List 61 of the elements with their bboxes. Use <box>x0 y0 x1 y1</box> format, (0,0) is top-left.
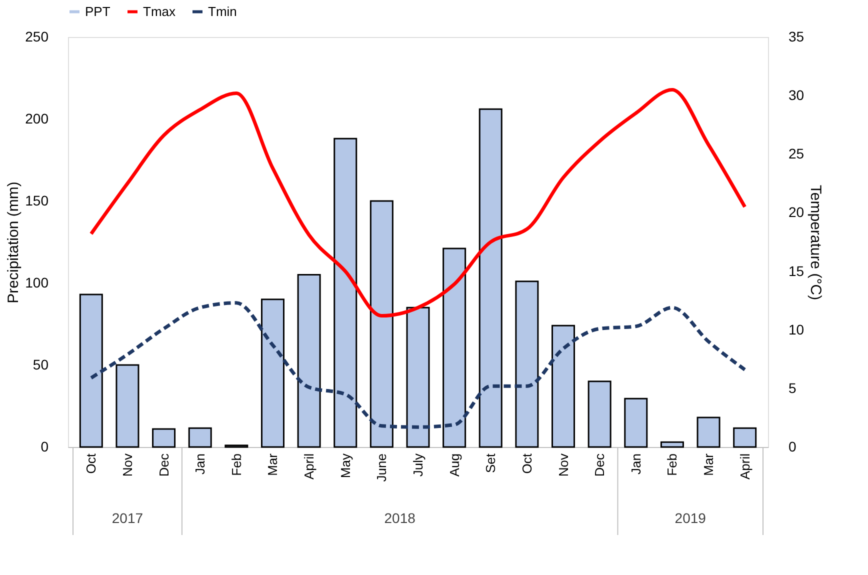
bar <box>260 298 284 448</box>
text: 2018 <box>384 510 416 526</box>
y2-axis-title: Temperature (°C) <box>807 184 824 300</box>
line-series <box>89 301 747 429</box>
y2-tick-label: 15 <box>788 262 804 279</box>
text: 2019 <box>674 510 706 526</box>
bar <box>624 398 648 448</box>
text: 2017 <box>112 510 144 526</box>
x-tick-label: Feb <box>228 454 244 476</box>
x-tick-label: July <box>410 453 426 477</box>
x-tick-label: Dec <box>156 453 172 477</box>
bar <box>588 380 612 448</box>
x-tick-label: Oct <box>84 453 99 474</box>
x-tick-label: Nov <box>120 453 135 477</box>
y-tick-label: 50 <box>32 356 49 372</box>
y2-tick-label: 20 <box>788 204 804 220</box>
bar <box>478 108 502 448</box>
y2-tick-label: 30 <box>788 87 804 104</box>
x-tick-label: Set <box>483 453 498 474</box>
bar <box>406 306 430 448</box>
y2-tick-label: 25 <box>788 146 804 162</box>
bar <box>442 248 466 448</box>
y-tick-label: 200 <box>25 110 49 126</box>
x-tick-label: Dec <box>592 453 608 477</box>
y-tick-label: 150 <box>25 192 49 208</box>
x-tick-label: Aug <box>446 454 462 477</box>
y2-tick-label: 0 <box>788 438 796 454</box>
bar <box>188 427 212 448</box>
x-tick-label: April <box>737 453 752 480</box>
x-tick-label: Feb <box>664 454 680 476</box>
bar <box>552 324 576 448</box>
x-tick-label: April <box>302 453 317 480</box>
bar <box>297 274 321 448</box>
x-tick-label: June <box>374 454 390 482</box>
x-tick-label: Jan <box>192 454 208 474</box>
x-tick-label: Mar <box>265 452 280 476</box>
y-tick-label: 250 <box>25 28 49 44</box>
x-tick-label: Jan <box>628 454 644 474</box>
bar <box>370 200 394 448</box>
legend-label: Tmin <box>208 4 237 19</box>
bar <box>515 280 539 448</box>
legend-label: Tmax <box>143 4 176 19</box>
legend-label: PPT <box>85 4 110 19</box>
bar <box>152 428 176 448</box>
bar <box>660 441 684 448</box>
bar <box>116 364 140 448</box>
y2-tick-label: 10 <box>788 321 804 338</box>
x-tick-label: May <box>338 453 353 478</box>
bar <box>334 138 358 448</box>
y2-tick-label: 35 <box>788 28 804 44</box>
line-series <box>89 88 747 318</box>
y-tick-label: 100 <box>25 274 49 290</box>
x-tick-label: Oct <box>519 453 534 474</box>
y2-tick-label: 5 <box>788 380 796 396</box>
bar <box>79 294 103 448</box>
y-tick-label: 0 <box>40 438 49 454</box>
x-tick-label: Mar <box>701 452 716 476</box>
bar <box>733 427 757 448</box>
x-tick-label: Nov <box>556 453 571 477</box>
y-axis-title: Precipitation (mm) <box>5 182 22 304</box>
bar <box>696 416 720 448</box>
